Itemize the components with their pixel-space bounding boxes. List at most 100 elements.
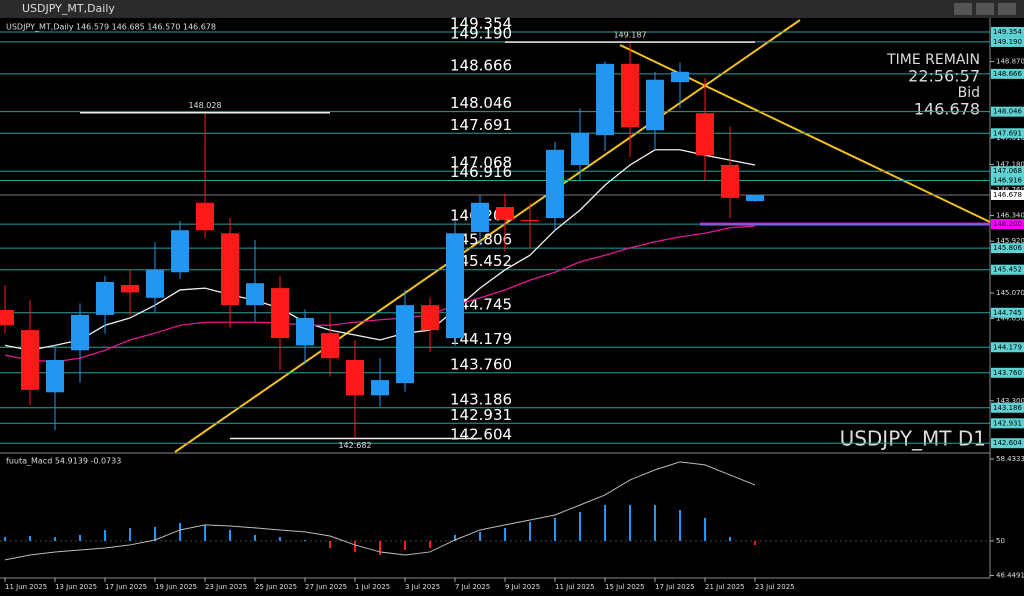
candle-body — [496, 207, 514, 220]
candle-body — [471, 202, 489, 233]
x-tick-label: 3 Jul 2025 — [405, 583, 440, 591]
axis-level-box — [991, 106, 1024, 117]
candle-body — [721, 165, 739, 198]
axis-level-label: 148.046 — [993, 108, 1022, 116]
x-tick-label: 17 Jun 2025 — [105, 583, 147, 591]
timer-label: TIME REMAIN — [886, 52, 980, 68]
x-tick-label: 1 Jul 2025 — [355, 583, 390, 591]
level-label: 145.452 — [450, 252, 512, 270]
x-tick-label: 25 Jun 2025 — [255, 583, 297, 591]
histogram-bar — [354, 540, 356, 552]
maximize-button[interactable] — [976, 3, 994, 15]
candle-body — [221, 233, 239, 306]
candle-body — [671, 71, 689, 83]
histogram-bar — [679, 509, 681, 541]
histogram-bar — [79, 534, 81, 541]
timer-value: 22:56:57 — [908, 67, 980, 86]
minimize-button[interactable] — [954, 3, 972, 15]
candle-body — [46, 359, 64, 393]
axis-level-box — [991, 402, 1024, 413]
level-label: 144.745 — [450, 295, 512, 313]
x-tick-label: 11 Jul 2025 — [555, 583, 595, 591]
indicator-line — [4, 149, 756, 351]
axis-level-label: 147.068 — [993, 167, 1022, 175]
histogram-bar — [229, 529, 231, 541]
level-label: 146.916 — [450, 163, 512, 181]
level-label: 148.666 — [450, 56, 512, 74]
candle-body — [71, 314, 89, 351]
y-tick-label: 148.870 — [996, 57, 1024, 65]
axis-level-label: 149.354 — [993, 28, 1022, 36]
candle-body — [546, 149, 564, 219]
candle-body — [246, 283, 264, 306]
close-button[interactable] — [998, 3, 1016, 15]
axis-level-box — [991, 367, 1024, 378]
axis-level-label: 146.200 — [993, 220, 1022, 228]
x-tick-label: 11 Jun 2025 — [5, 583, 47, 591]
histogram-bar — [179, 522, 181, 541]
axis-level-label: 146.916 — [993, 176, 1022, 184]
candle-body — [296, 317, 314, 346]
axis-level-box — [991, 418, 1024, 429]
level-label: 143.186 — [450, 390, 512, 408]
candle-body — [271, 288, 289, 339]
x-tick-label: 23 Jun 2025 — [205, 583, 247, 591]
y-tick-label: 58.4333 — [996, 455, 1024, 463]
histogram-bar — [454, 534, 456, 541]
axis-level-box — [991, 219, 1024, 230]
indicator-line — [4, 225, 756, 363]
axis-level-label: 142.604 — [993, 439, 1022, 447]
axis-level-label: 145.452 — [993, 266, 1022, 274]
histogram-bar — [404, 540, 406, 550]
candle-body — [171, 230, 189, 273]
extreme-label: 148.028 — [188, 101, 221, 110]
y-tick-label: 147.180 — [996, 160, 1024, 168]
candle-body — [396, 305, 414, 384]
y-tick-label: 143.300 — [996, 397, 1024, 405]
axis-level-box — [991, 128, 1024, 139]
level-label: 144.179 — [450, 330, 512, 348]
y-tick-label: 145.920 — [996, 237, 1024, 245]
histogram-bar — [279, 536, 281, 541]
x-tick-label: 27 Jun 2025 — [305, 583, 347, 591]
histogram-bar — [104, 529, 106, 541]
histogram-bar — [29, 535, 31, 541]
axis-level-label: 149.190 — [993, 38, 1022, 46]
x-tick-label: 21 Jul 2025 — [705, 583, 745, 591]
candle-body — [121, 285, 139, 293]
histogram-bar — [654, 504, 656, 541]
histogram-bar — [429, 540, 431, 548]
axis-level-box — [991, 175, 1024, 186]
axis-level-label: 147.691 — [993, 129, 1022, 137]
bid-label: Bid — [958, 85, 980, 101]
level-label: 149.354 — [450, 14, 512, 32]
candle-body — [696, 113, 714, 156]
axis-level-label: 144.745 — [993, 309, 1022, 317]
x-tick-label: 15 Jul 2025 — [605, 583, 645, 591]
candle-body — [21, 330, 39, 390]
histogram-bar — [604, 504, 606, 541]
x-tick-label: 13 Jun 2025 — [55, 583, 97, 591]
axis-level-box — [991, 438, 1024, 449]
axis-level-box — [991, 36, 1024, 47]
level-label: 147.691 — [450, 116, 512, 134]
axis-level-box — [991, 166, 1024, 177]
level-label: 142.604 — [450, 426, 512, 444]
candle-body — [621, 63, 639, 128]
histogram-bar — [304, 539, 306, 541]
axis-level-box — [991, 264, 1024, 275]
candle-body — [196, 202, 214, 231]
axis-level-label: 143.760 — [993, 369, 1022, 377]
x-tick-label: 7 Jul 2025 — [455, 583, 490, 591]
histogram-bar — [379, 540, 381, 555]
indicator-title: fuuta_Macd 54.9139 -0.0733 — [6, 457, 121, 466]
axis-level-label: 148.666 — [993, 70, 1022, 78]
histogram-bar — [4, 536, 6, 541]
axis-level-label: 145.806 — [993, 244, 1022, 252]
x-tick-label: 17 Jul 2025 — [655, 583, 695, 591]
extreme-label: 142.682 — [338, 441, 371, 450]
y-tick-label: 144.650 — [996, 315, 1024, 323]
candle-body — [596, 63, 614, 136]
histogram-bar — [329, 540, 331, 548]
